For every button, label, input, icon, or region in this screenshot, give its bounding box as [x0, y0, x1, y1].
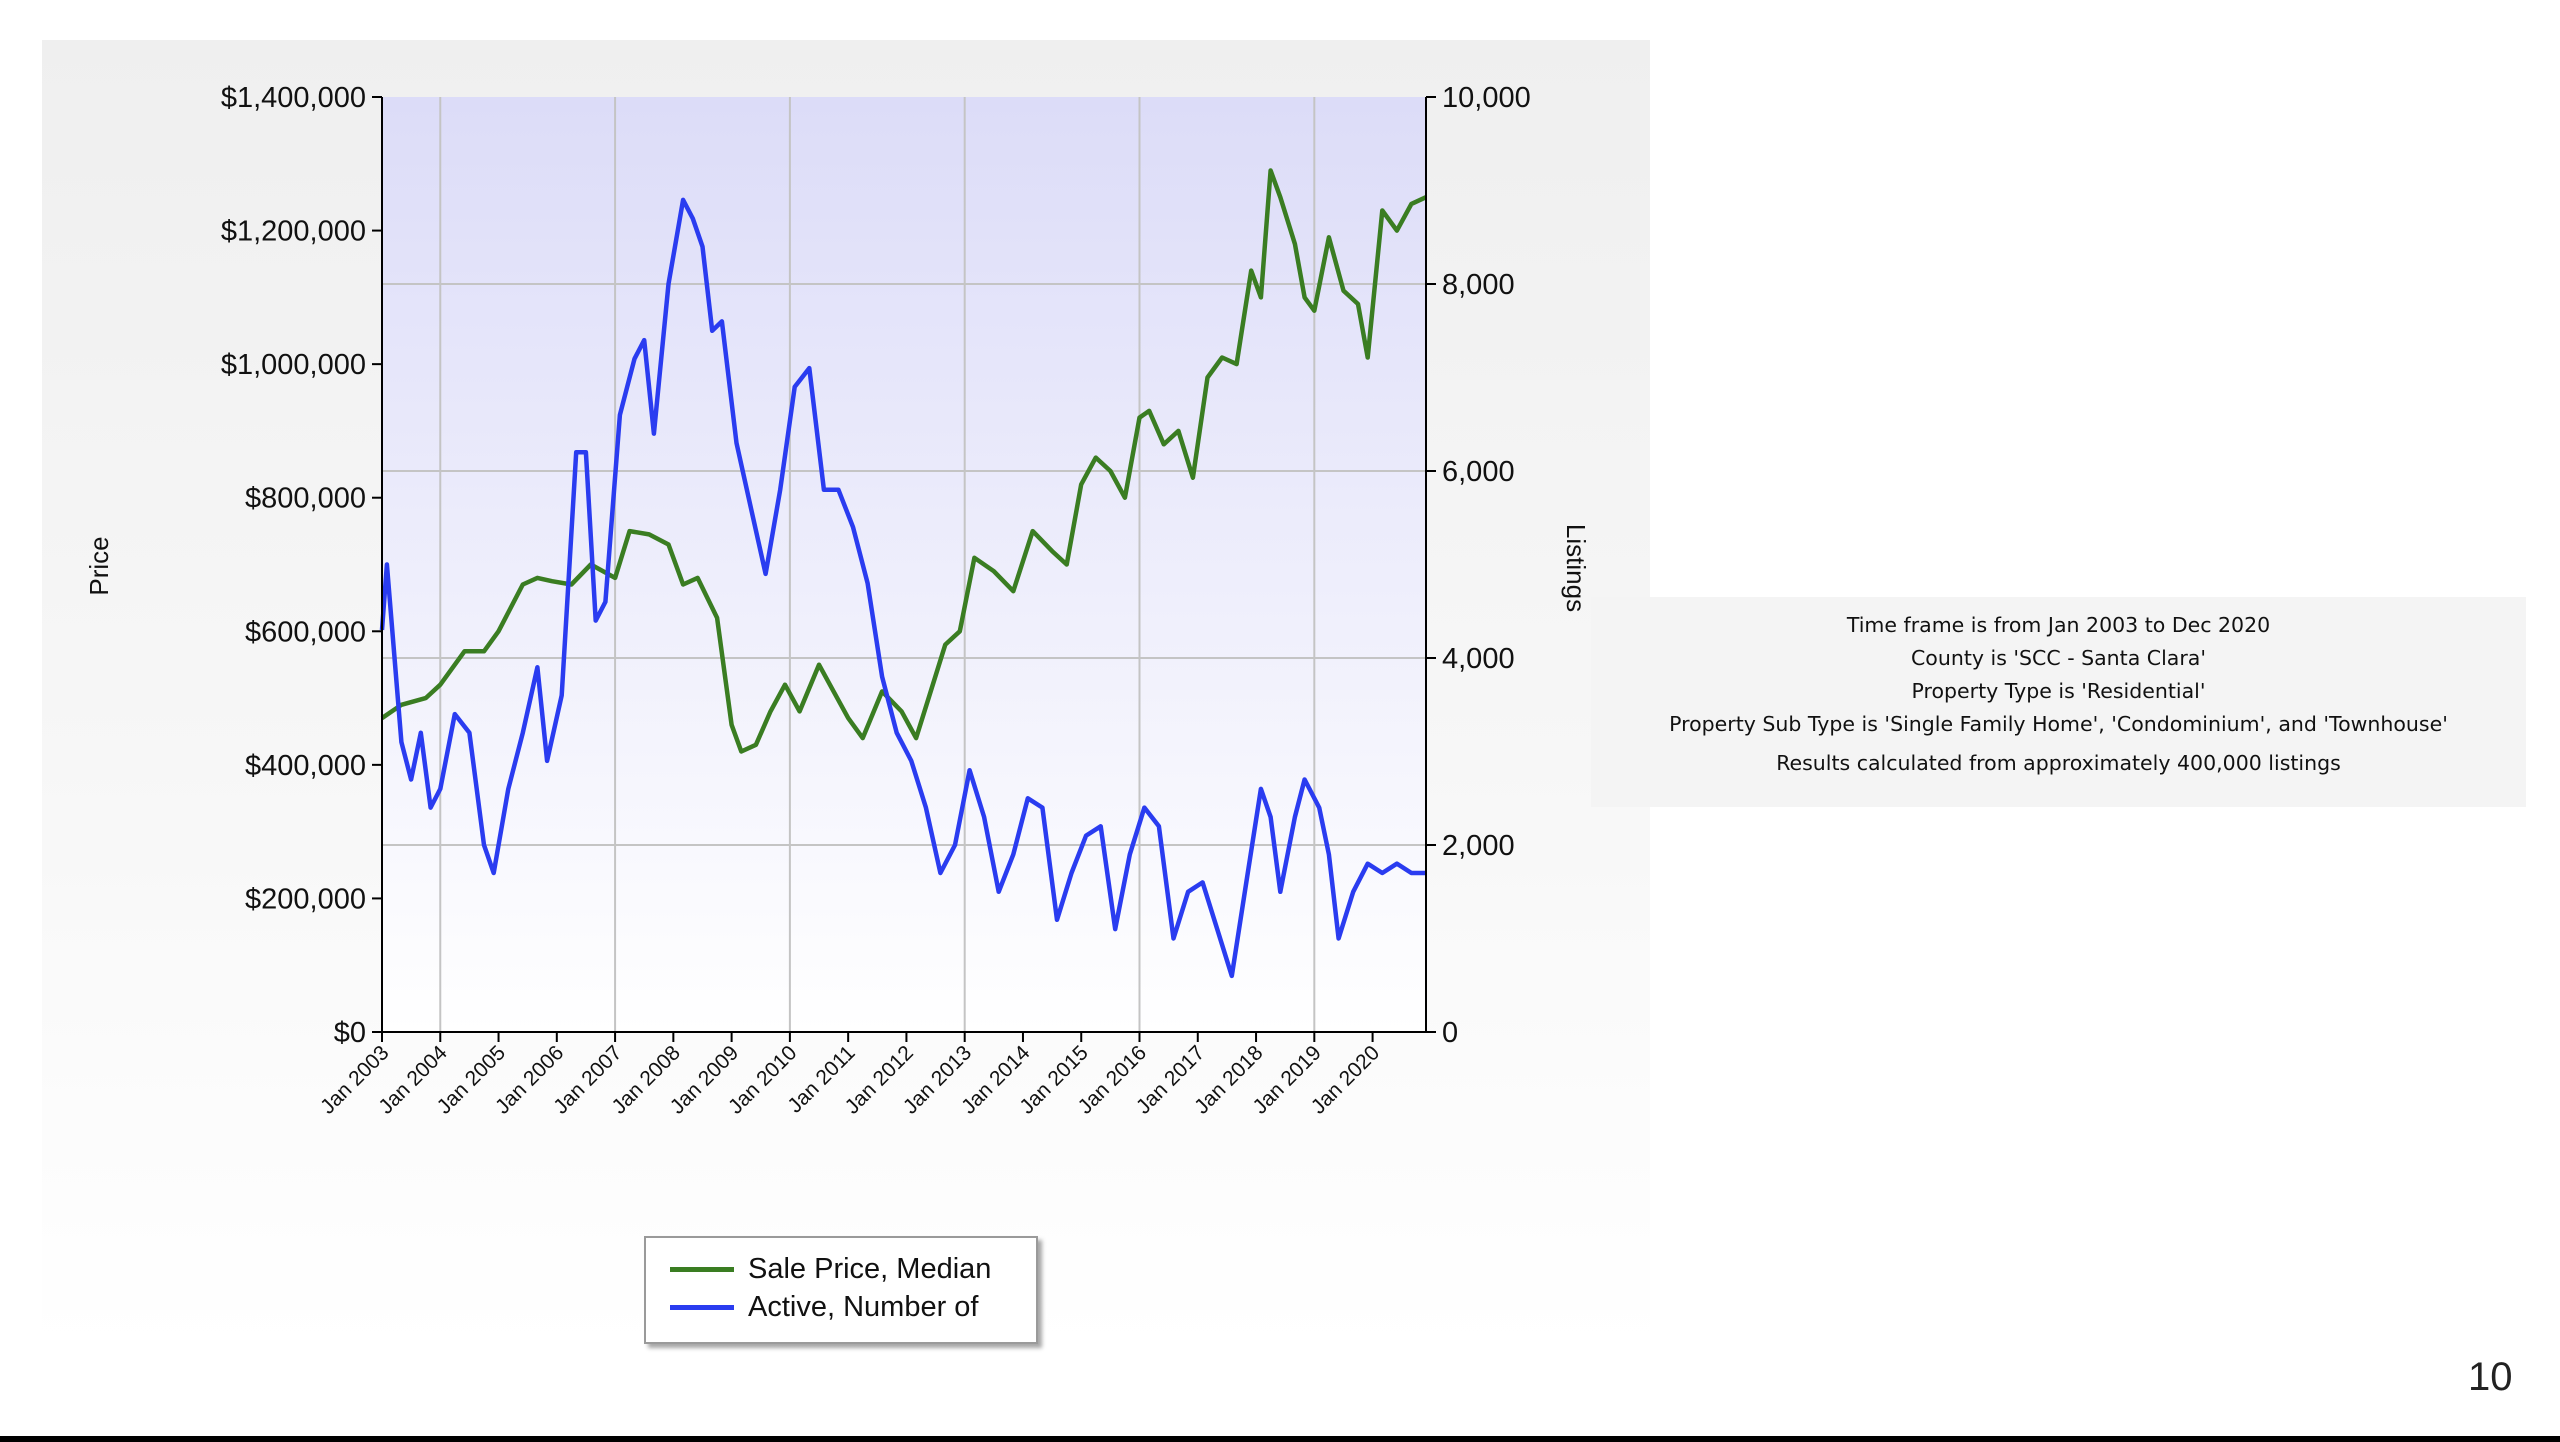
- y2-tick-label: 6,000: [1442, 456, 1515, 488]
- y2-tick-label: 8,000: [1442, 269, 1515, 301]
- info-line: Property Sub Type is 'Single Family Home…: [1669, 712, 2448, 736]
- active-listings-line: [379, 197, 1426, 979]
- info-line: Property Type is 'Residential': [1911, 679, 2206, 703]
- page-number: 10: [2468, 1355, 2513, 1399]
- y2-tick-label: 4,000: [1442, 643, 1515, 675]
- sale-price-median-line: [380, 168, 1427, 754]
- y-tick-label: $1,000,000: [221, 349, 366, 381]
- y-axis-title: Price: [84, 536, 114, 595]
- legend-swatch-sale-price: [670, 1266, 734, 1272]
- plot-area: [382, 97, 1426, 1032]
- y2-tick-label: 10,000: [1442, 82, 1531, 114]
- y2-tick-label: 2,000: [1442, 830, 1515, 862]
- chart-svg: $0 $200,000 $400,000 $600,000 $800,000 $1,000…: [84, 82, 1591, 1119]
- y-tick-label: $1,200,000: [221, 216, 366, 248]
- grid-lines: [382, 97, 1426, 1032]
- y2-axis-title: Listings: [1561, 524, 1591, 612]
- info-line: County is 'SCC - Santa Clara': [1910, 646, 2206, 670]
- info-line: Time frame is from Jan 2003 to Dec 2020: [1846, 613, 2271, 637]
- chart-legend: Sale Price, Median Active, Number of: [644, 1236, 1038, 1344]
- legend-swatch-active: [670, 1304, 734, 1310]
- y-tick-label: $200,000: [245, 883, 366, 915]
- legend-entry-sale-price: Sale Price, Median: [670, 1250, 991, 1288]
- legend-entry-active: Active, Number of: [670, 1288, 978, 1326]
- results-note: Results calculated from approximately 40…: [1776, 751, 2341, 775]
- legend-label: Active, Number of: [748, 1290, 979, 1323]
- legend-label: Sale Price, Median: [748, 1252, 992, 1285]
- y2-tick-label: 0: [1442, 1017, 1458, 1049]
- y-tick-label: $600,000: [245, 616, 366, 648]
- criteria-info-box: Time frame is from Jan 2003 to Dec 2020 …: [1591, 597, 2526, 807]
- series-lines: [379, 168, 1427, 979]
- y-tick-label: $400,000: [245, 750, 366, 782]
- y-tick-label: $0: [334, 1017, 366, 1049]
- y-tick-label: $800,000: [245, 483, 366, 515]
- chart-panel: $0 $200,000 $400,000 $600,000 $800,000 $1,000…: [42, 40, 1650, 1350]
- bottom-rule: [0, 1436, 2560, 1442]
- y-tick-label: $1,400,000: [221, 82, 366, 114]
